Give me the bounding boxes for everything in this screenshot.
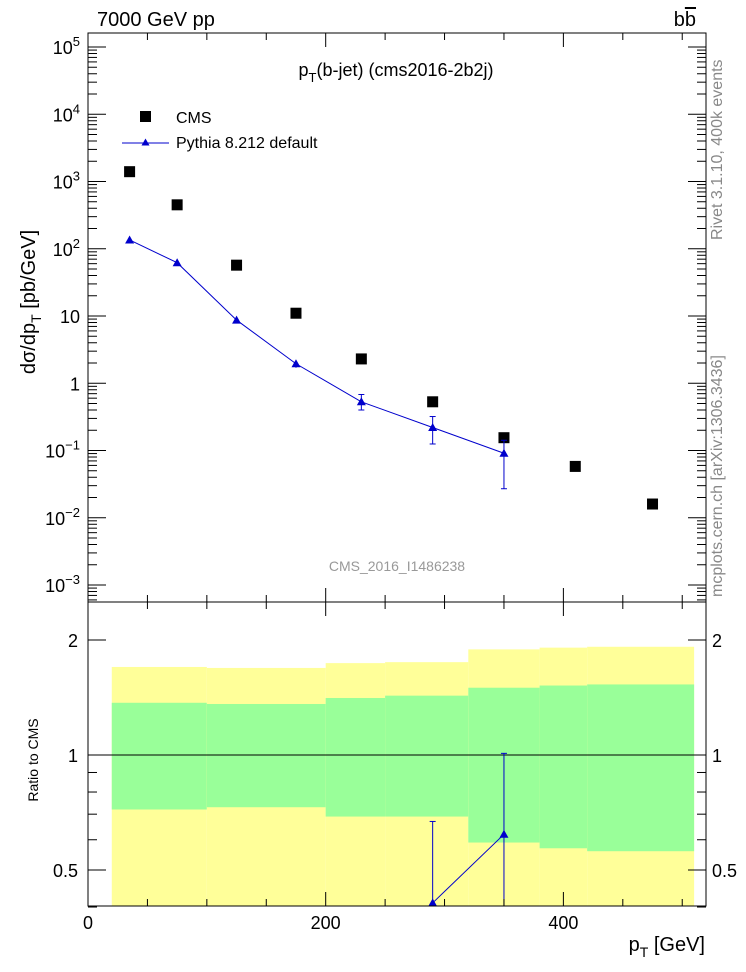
main-y-tick-label: 10−1 <box>45 438 80 462</box>
ratio-y-ticks <box>88 639 706 908</box>
main-y-tick-label: 1 <box>70 374 80 394</box>
cms-point <box>647 498 659 510</box>
main-y-axis-label-rest: [pb/GeV] <box>18 230 40 315</box>
cms-point <box>231 259 243 271</box>
ratio-y-tick-label: 2 <box>68 631 78 651</box>
main-y-ticks <box>88 46 706 601</box>
main-y-tick-label: 10 <box>60 307 80 327</box>
ratio-panel: 2 2 1 1 0.5 0.5 0 200 400 Ratio to CMS pT [GeV] <box>25 601 737 960</box>
main-series-layer <box>124 166 659 510</box>
main-x-ticks <box>87 33 683 602</box>
ratio-band-inner <box>385 695 469 817</box>
ratio-y-tick-label: 1 <box>68 746 78 766</box>
ratio-bands <box>111 646 695 906</box>
main-title-rest: (b-jet) (cms2016-2b2j) <box>316 60 493 80</box>
pythia-point <box>232 315 242 324</box>
legend-marker-cms <box>140 111 151 122</box>
header-right: bb <box>674 9 696 31</box>
ratio-frame <box>87 601 707 907</box>
main-y-tick-label-base: 10 <box>45 509 65 529</box>
ratio-x-tick-label: 400 <box>548 913 578 933</box>
side-label-top: Rivet 3.1.10, 400k events <box>709 59 726 240</box>
legend-label-cms: CMS <box>176 110 212 127</box>
cms-point <box>171 199 183 211</box>
main-y-tick-label-base: 10 <box>45 576 65 596</box>
main-y-tick-label: 10−2 <box>45 505 80 529</box>
ratio-x-tick-label: 200 <box>311 913 341 933</box>
ratio-x-axis-label-main: p <box>629 934 640 956</box>
main-y-tick-label-base: 10 <box>53 38 73 58</box>
main-y-tick-label: 102 <box>53 236 80 260</box>
main-y-tick-label-base: 10 <box>53 240 73 260</box>
ratio-band-inner <box>111 702 207 810</box>
pythia-point <box>428 422 438 431</box>
main-y-tick-label-base: 10 <box>53 173 73 193</box>
legend-label-pythia: Pythia 8.212 default <box>176 135 318 152</box>
watermark: CMS_2016_I1486238 <box>329 558 465 574</box>
main-y-axis-label: dσ/dpT [pb/GeV] <box>18 230 44 374</box>
main-y-tick-label-exp: −3 <box>65 572 80 587</box>
main-y-axis-label-main: dσ/dp <box>18 323 40 374</box>
legend: CMS Pythia 8.212 default <box>122 110 318 152</box>
pythia-point <box>172 258 182 267</box>
ratio-y-tick-label-right: 0.5 <box>712 861 737 881</box>
pythia-point <box>356 397 366 406</box>
ratio-series-layer <box>428 752 509 907</box>
cms-point <box>569 460 581 472</box>
pythia-point <box>499 448 509 457</box>
pythia-point <box>125 235 135 244</box>
ratio-x-tick-label: 0 <box>83 913 93 933</box>
main-y-tick-label-exp: 4 <box>73 101 80 116</box>
main-title: pT(b-jet) (cms2016-2b2j) <box>298 60 493 85</box>
header-right-main: b <box>674 9 685 31</box>
main-y-tick-label-exp: 5 <box>73 34 80 49</box>
main-y-tick-label-exp: 3 <box>73 169 80 184</box>
ratio-x-axis-label-sub: T <box>640 944 649 960</box>
ratio-x-axis-label-rest: [GeV] <box>648 934 705 956</box>
main-y-tick-label-base: 10 <box>53 105 73 125</box>
ratio-y-tick-label: 0.5 <box>53 861 78 881</box>
ratio-band-inner <box>539 685 588 849</box>
cms-point <box>124 166 136 178</box>
ratio-pythia-point <box>499 829 509 838</box>
ratio-y-axis-label: Ratio to CMS <box>25 718 41 801</box>
header-right-bar: b <box>685 9 696 31</box>
main-y-tick-label-exp: −2 <box>65 505 80 520</box>
main-title-main: p <box>298 60 308 80</box>
main-y-tick-label: 10−3 <box>45 572 80 596</box>
ratio-band-inner <box>206 703 326 808</box>
main-y-tick-label: 103 <box>53 169 80 193</box>
ratio-y-tick-label-right: 1 <box>712 746 722 766</box>
ratio-y-tick-label-right: 2 <box>712 631 722 651</box>
pythia-line <box>129 239 505 454</box>
ratio-band-inner <box>325 697 386 817</box>
pythia-point <box>291 359 301 368</box>
main-title-sub: T <box>309 70 317 85</box>
ratio-x-axis-label: pT [GeV] <box>629 934 705 960</box>
main-y-tick-label-exp: −1 <box>65 438 80 453</box>
cms-point <box>355 353 367 365</box>
ratio-band-inner <box>587 684 695 852</box>
main-y-axis-label-sub: T <box>28 314 44 323</box>
ratio-x-ticks <box>87 602 683 906</box>
header-left: 7000 GeV pp <box>97 9 215 31</box>
main-y-tick-label: 105 <box>53 34 80 58</box>
main-y-tick-label-base: 10 <box>45 442 65 462</box>
main-y-tick-label-exp: 2 <box>73 236 80 251</box>
ratio-tick-labels: 2 2 1 1 0.5 0.5 0 200 400 <box>53 631 737 933</box>
main-y-tick-label: 104 <box>53 101 80 125</box>
cms-point <box>290 307 302 319</box>
ratio-pythia-point <box>428 898 438 907</box>
side-label-bottom: mcplots.cern.ch [arXiv:1306.3436] <box>709 355 726 597</box>
legend-marker-pythia <box>141 138 150 146</box>
cms-point <box>498 432 510 444</box>
cms-point <box>427 396 439 408</box>
